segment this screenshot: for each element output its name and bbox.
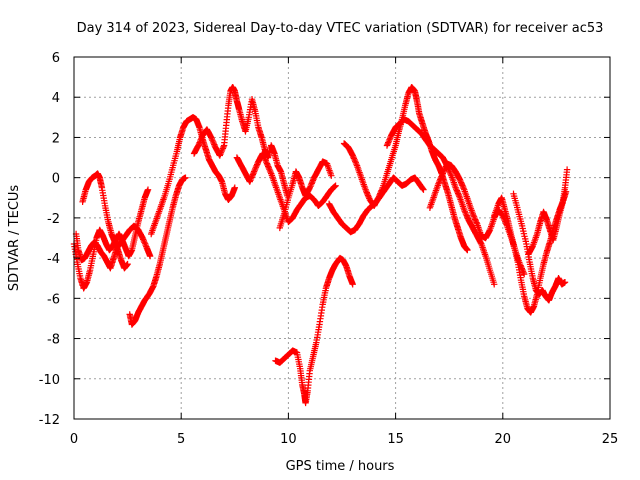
point-marker-series	[79, 170, 131, 272]
y-tick-label: 0	[52, 172, 60, 187]
x-tick-label: 15	[387, 432, 404, 447]
series-track-b	[72, 222, 154, 272]
point-marker-series	[190, 84, 291, 199]
grid-lines	[74, 57, 610, 419]
series-track-g	[233, 150, 339, 226]
y-tick-label: -8	[47, 333, 60, 348]
y-tick-label: -2	[47, 212, 60, 227]
y-tick-label: -6	[47, 292, 60, 307]
x-axis-label: GPS time / hours	[286, 459, 395, 474]
point-marker-series	[525, 188, 570, 258]
x-tick-label: 0	[70, 432, 78, 447]
series-track-c	[79, 170, 131, 272]
point-marker-series	[126, 174, 189, 328]
x-tick-label: 20	[495, 432, 512, 447]
point-marker-series	[426, 160, 528, 278]
x-tick-label: 25	[602, 432, 619, 447]
series-track-i	[272, 254, 356, 407]
series-track-l	[383, 116, 498, 288]
y-tick-label: 6	[52, 51, 60, 66]
chart-title: Day 314 of 2023, Sidereal Day-to-day VTE…	[77, 21, 604, 36]
point-marker-series	[148, 114, 238, 238]
axis-ticks	[73, 56, 611, 420]
point-marker-series	[233, 150, 339, 226]
series-track-m	[426, 160, 528, 278]
y-tick-label: -4	[47, 252, 60, 267]
y-axis-label: SDTVAR / TECUs	[7, 185, 22, 292]
point-marker-series	[272, 254, 356, 407]
x-tick-label: 10	[280, 432, 297, 447]
series-track-p	[525, 188, 570, 258]
series-track-e	[148, 114, 238, 238]
plot-frame	[73, 56, 611, 420]
point-marker-series	[510, 190, 569, 304]
point-marker-series	[276, 158, 335, 232]
y-tick-labels: -12 -10 -8 -6 -4 -2 0 2 4 6	[39, 51, 60, 428]
y-tick-label: 2	[52, 131, 60, 146]
series-track-h	[276, 158, 335, 232]
y-tick-label: 4	[52, 91, 60, 106]
y-tick-label: -12	[39, 413, 60, 428]
series-track-f	[190, 84, 291, 199]
x-tick-labels: 0 5 10 15 20 25	[70, 432, 618, 447]
point-marker-series	[72, 222, 154, 272]
series-track-o	[510, 190, 569, 304]
y-tick-label: -10	[39, 373, 60, 388]
series-track-d	[126, 174, 189, 328]
point-marker-series	[383, 116, 498, 288]
x-tick-label: 5	[177, 432, 185, 447]
data-points	[70, 84, 571, 407]
